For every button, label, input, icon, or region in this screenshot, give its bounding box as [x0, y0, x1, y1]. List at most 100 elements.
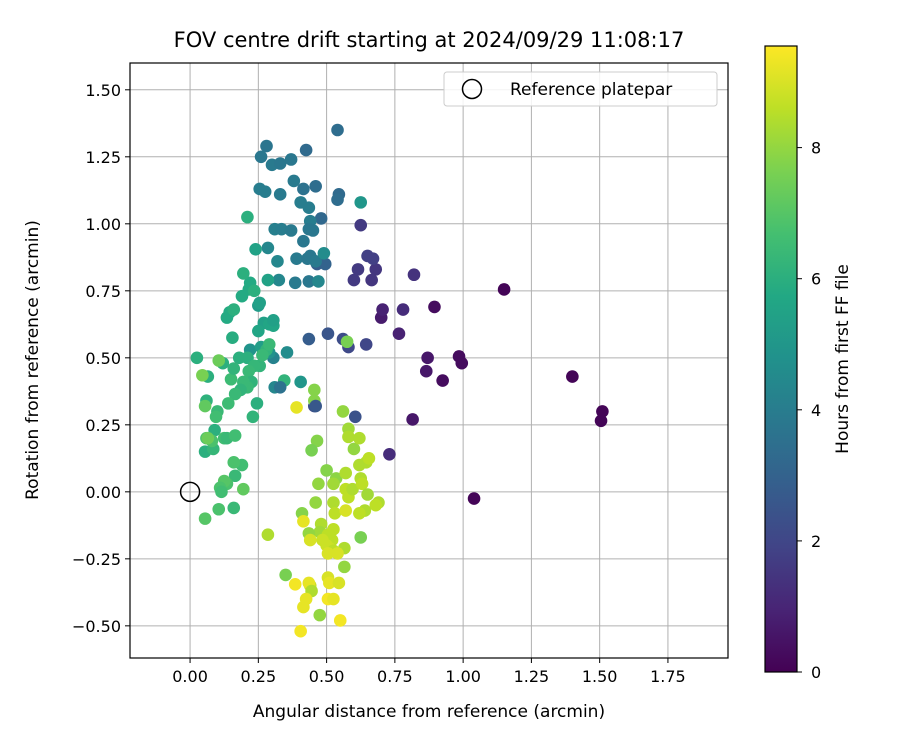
y-tick-label: −0.50 — [72, 617, 121, 636]
data-point — [215, 485, 228, 499]
data-point — [267, 313, 280, 327]
data-point — [297, 600, 310, 614]
data-point — [365, 273, 378, 287]
data-point — [227, 501, 241, 515]
data-point — [339, 504, 353, 517]
data-point — [310, 434, 324, 448]
y-tick-label: 0.50 — [85, 349, 121, 368]
data-point — [227, 456, 241, 469]
reference-marker-layer — [179, 481, 201, 503]
plot-frame — [129, 62, 729, 659]
data-point — [279, 568, 292, 582]
x-tick-label: 0.25 — [241, 667, 277, 686]
data-point — [302, 201, 316, 215]
data-point — [312, 477, 325, 491]
data-point — [351, 263, 365, 276]
colorbar-tick-label: 6 — [811, 270, 821, 289]
data-point — [303, 533, 317, 547]
data-point — [294, 375, 307, 389]
data-point — [246, 410, 260, 424]
data-point — [237, 482, 250, 496]
data-point — [566, 370, 579, 383]
data-point — [302, 222, 316, 236]
data-point — [250, 397, 264, 410]
data-point — [328, 506, 342, 520]
data-point — [436, 374, 449, 387]
data-point — [253, 296, 267, 310]
data-point — [596, 405, 609, 418]
data-point — [280, 346, 294, 359]
data-point — [273, 188, 287, 201]
y-axis-ticks: −0.50 −0.25 0.00 0.25 0.50 0.75 1.00 1.25 1.50 — [72, 81, 130, 636]
data-point — [353, 506, 366, 520]
data-point — [287, 174, 301, 188]
data-point — [355, 477, 369, 491]
x-tick-label: 1.75 — [650, 667, 686, 686]
chart-title: FOV centre drift starting at 2024/09/29 … — [174, 28, 685, 52]
data-point — [212, 354, 226, 367]
data-point — [383, 448, 396, 461]
x-tick-label: 0.00 — [172, 667, 208, 686]
data-point — [331, 123, 344, 137]
data-point — [369, 263, 383, 276]
data-point — [309, 496, 322, 509]
data-point — [261, 273, 275, 287]
data-point — [312, 275, 325, 288]
y-tick-label: −0.25 — [72, 550, 121, 569]
data-point — [309, 255, 322, 268]
y-tick-label: 0.75 — [85, 282, 121, 301]
data-point — [212, 502, 226, 516]
data-point — [309, 399, 322, 413]
data-point — [327, 477, 340, 491]
data-point — [332, 576, 346, 590]
data-point — [354, 196, 368, 209]
colorbar-tick-label: 8 — [811, 139, 821, 158]
data-point — [467, 492, 481, 505]
data-point — [421, 351, 434, 365]
colorbar-gradient — [764, 45, 798, 673]
data-point — [284, 224, 298, 237]
data-point — [339, 466, 353, 480]
data-point — [256, 348, 269, 362]
data-point — [594, 414, 608, 428]
data-point — [299, 143, 313, 157]
data-point — [227, 362, 241, 375]
data-point — [321, 327, 335, 340]
data-point — [323, 576, 336, 590]
x-tick-label: 1.50 — [582, 667, 618, 686]
data-point — [253, 182, 267, 196]
colorbar-label: Hours from first FF file — [833, 264, 853, 454]
x-axis-ticks: 0.00 0.25 0.50 0.75 1.00 1.25 1.50 1.75 — [172, 658, 686, 686]
data-point — [314, 212, 328, 225]
data-point — [272, 273, 286, 287]
data-point — [190, 351, 204, 365]
colorbar-tick-label: 2 — [811, 532, 821, 551]
data-point — [419, 364, 433, 378]
legend-box — [443, 71, 718, 107]
data-point — [331, 193, 344, 206]
data-point — [346, 482, 359, 496]
data-point — [297, 515, 310, 528]
data-point — [261, 241, 275, 255]
data-point — [249, 242, 262, 256]
data-point — [290, 401, 303, 414]
data-point — [407, 268, 421, 282]
data-point — [354, 531, 368, 544]
data-point — [261, 528, 275, 542]
data-point — [198, 399, 212, 413]
data-point — [209, 410, 223, 424]
data-point — [327, 496, 340, 509]
data-point — [284, 153, 298, 166]
x-tick-label: 1.25 — [514, 667, 550, 686]
legend-marker-reference — [461, 78, 483, 100]
data-point — [321, 547, 335, 560]
data-point — [288, 577, 302, 591]
data-point — [348, 410, 362, 424]
data-point — [294, 624, 307, 638]
data-point — [228, 387, 242, 401]
data-point — [313, 608, 327, 622]
x-axis-label: Angular distance from reference (arcmin) — [253, 702, 605, 722]
data-point — [290, 252, 303, 265]
data-point — [224, 372, 238, 386]
colorbar-tick-label: 0 — [811, 663, 821, 682]
